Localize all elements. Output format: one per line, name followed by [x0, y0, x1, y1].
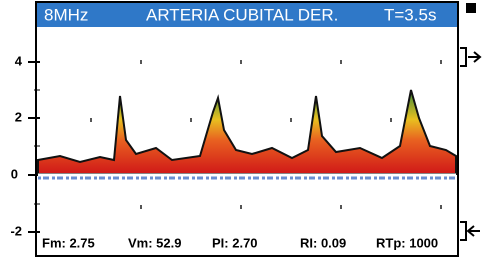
axis-label: 4: [15, 53, 23, 68]
measurement: Vm: 52.9: [128, 235, 181, 250]
indicator: [466, 3, 476, 13]
time: T=3.5s: [384, 5, 436, 24]
measurement: PI: 2.70: [212, 235, 258, 250]
measurement: RI: 0.09: [300, 235, 346, 250]
frequency: 8MHz: [44, 5, 88, 24]
axis-label: -2: [10, 223, 22, 238]
axis-label: 0: [11, 166, 18, 181]
title: ARTERIA CUBITAL DER.: [146, 5, 338, 24]
measurement: RTp: 1000: [376, 235, 438, 250]
doppler-screen: 8MHz ARTERIA CUBITAL DER. T=3.5s 4 2 0 -…: [0, 0, 482, 261]
axis-label: 2: [15, 109, 22, 124]
measurement: Fm: 2.75: [42, 235, 95, 250]
